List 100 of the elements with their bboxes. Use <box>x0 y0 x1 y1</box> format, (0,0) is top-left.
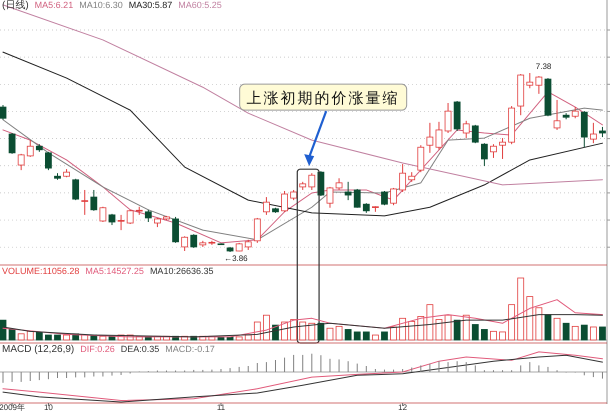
candlestick <box>590 122 597 144</box>
bar <box>562 322 570 340</box>
candlestick <box>118 214 124 231</box>
bar <box>0 320 6 340</box>
text: MA10:26636.35 <box>150 266 214 276</box>
bar <box>472 324 479 340</box>
candlestick <box>408 172 416 182</box>
candlestick <box>126 209 134 225</box>
annotation: 上涨初期的价涨量缩 <box>246 90 400 108</box>
bar <box>18 333 25 340</box>
candlestick <box>262 196 270 216</box>
candlestick <box>362 202 370 214</box>
candlestick <box>244 239 252 250</box>
candlestick <box>554 99 560 130</box>
candlestick <box>426 122 434 154</box>
candlestick <box>417 144 424 173</box>
candlestick <box>444 102 452 134</box>
bar <box>490 330 497 340</box>
candlestick <box>472 124 479 144</box>
bar <box>572 326 579 340</box>
bar <box>236 336 243 340</box>
candlestick <box>90 189 98 212</box>
candlestick <box>154 217 161 228</box>
text: MA60:5.25 <box>178 0 222 10</box>
candlestick <box>326 186 334 208</box>
bar <box>317 322 324 340</box>
bar <box>554 318 560 340</box>
bar <box>544 314 552 340</box>
candlestick <box>172 216 179 244</box>
candlestick <box>81 189 88 216</box>
bar <box>454 320 461 340</box>
candlestick <box>599 126 606 138</box>
bar <box>54 334 61 340</box>
candlestick <box>8 132 16 154</box>
candlestick <box>45 151 52 171</box>
candlestick <box>390 187 397 206</box>
candlestick <box>336 178 342 190</box>
bar <box>381 332 388 340</box>
bar <box>436 319 442 340</box>
candlestick <box>399 164 406 192</box>
text: MA10:6.30 <box>79 0 123 10</box>
bar <box>63 334 70 340</box>
bar <box>344 329 352 340</box>
bar <box>290 319 298 340</box>
bar <box>599 326 606 340</box>
bar <box>108 336 116 340</box>
x-tick-label: 12 <box>398 403 408 411</box>
bar <box>100 336 106 340</box>
candlestick <box>480 142 488 167</box>
candlestick <box>290 189 298 201</box>
text: DEA:0.35 <box>120 344 160 354</box>
candlestick <box>18 153 25 171</box>
candlestick <box>462 120 470 139</box>
candlestick <box>144 209 152 222</box>
x-tick-label: 11 <box>216 403 226 411</box>
bar <box>299 322 306 340</box>
series-label: MACD:-0.17 <box>165 344 215 354</box>
bar <box>426 304 434 340</box>
bar <box>372 334 379 340</box>
bar <box>517 278 524 340</box>
bar <box>444 314 452 340</box>
candlestick <box>308 172 316 190</box>
bar <box>399 318 406 340</box>
candlestick <box>190 234 198 248</box>
bar <box>390 326 397 340</box>
text: VOLUME:11056.28 <box>2 266 80 276</box>
text: DIF:0.26 <box>80 344 115 354</box>
bar <box>580 324 588 340</box>
bar <box>362 332 370 340</box>
x-tick-label: 10 <box>44 403 54 411</box>
candlestick <box>181 236 188 252</box>
bar <box>45 334 52 340</box>
bar <box>480 329 488 340</box>
candlestick <box>281 190 288 212</box>
candlestick <box>535 76 542 94</box>
candlestick <box>381 190 388 206</box>
text: MA30:5.87 <box>128 0 172 10</box>
bar <box>308 322 316 340</box>
bar <box>8 329 16 340</box>
bar <box>408 321 416 340</box>
candlestick <box>100 206 106 222</box>
bar <box>590 326 597 340</box>
candlestick <box>344 181 352 201</box>
candlestick <box>490 144 497 158</box>
candlestick <box>354 188 361 208</box>
candlestick <box>72 178 80 201</box>
text: MA5:14527.25 <box>85 266 144 276</box>
candlestick <box>572 106 579 119</box>
candlestick <box>436 121 442 150</box>
bar <box>354 332 361 340</box>
candlestick <box>26 140 34 158</box>
bar <box>508 304 516 340</box>
bar <box>526 296 534 340</box>
candlestick <box>108 213 116 226</box>
annotation: ←3.86 <box>224 254 248 263</box>
bar <box>499 332 506 340</box>
candlestick <box>254 217 261 244</box>
bar <box>336 326 342 340</box>
x-tick-label: 2009年 <box>0 403 25 411</box>
bar <box>535 307 542 340</box>
